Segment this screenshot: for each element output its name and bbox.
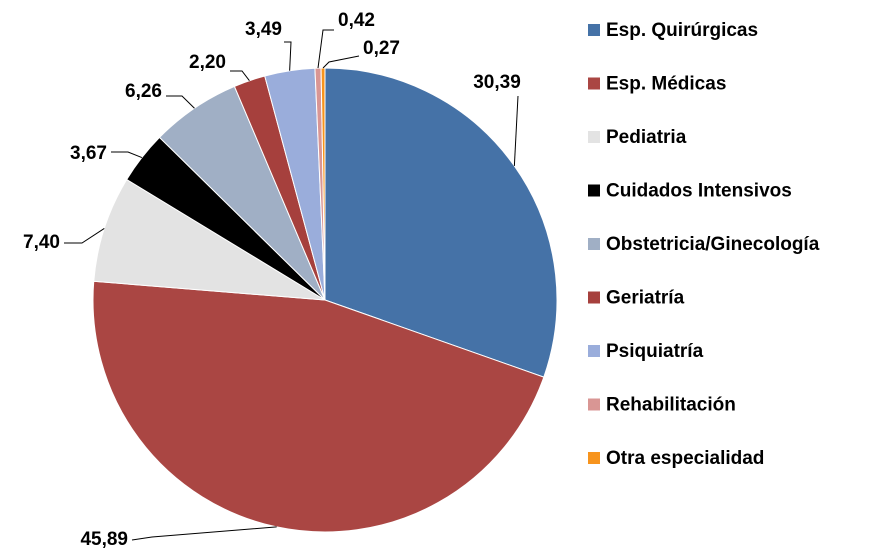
legend-swatch <box>588 24 600 36</box>
legend-label: Rehabilitación <box>606 395 736 416</box>
legend-swatch <box>588 238 600 250</box>
leader-line <box>111 151 143 158</box>
data-label: 0,42 <box>338 10 375 31</box>
data-label: 3,67 <box>70 143 107 164</box>
leader-line <box>230 70 250 81</box>
legend-swatch <box>588 131 600 143</box>
legend-label: Psiquiatría <box>606 341 704 362</box>
data-label: 6,26 <box>125 81 162 102</box>
pie-slice <box>92 280 545 533</box>
legend-swatch <box>588 345 600 357</box>
leader-line <box>317 29 334 69</box>
data-label: 2,20 <box>189 52 226 73</box>
legend-label: Cuidados Intensivos <box>606 181 792 202</box>
legend-swatch <box>588 77 600 90</box>
pie-slice <box>320 67 326 301</box>
legend-label: Esp. Médicas <box>606 74 726 95</box>
leader-line <box>322 55 360 69</box>
pie-slice <box>93 178 326 301</box>
legend-label: Esp. Quirúrgicas <box>606 20 758 41</box>
data-label: 45,89 <box>80 529 128 550</box>
data-label: 3,49 <box>245 19 282 40</box>
data-label: 7,40 <box>23 232 60 253</box>
legend-swatch <box>588 184 600 197</box>
leader-line <box>166 95 195 109</box>
data-label: 30,39 <box>473 72 521 93</box>
legend-label: Pediatria <box>606 127 687 148</box>
legend-swatch <box>588 398 600 411</box>
data-label: 0,27 <box>363 38 400 59</box>
leader-line <box>284 41 292 71</box>
pie-slice <box>324 67 558 378</box>
legend-label: Otra especialidad <box>606 448 764 469</box>
leader-line <box>513 95 519 166</box>
legend-label: Obstetricia/Ginecología <box>606 234 820 255</box>
legend-label: Geriatría <box>606 288 685 309</box>
leader-line <box>131 526 277 541</box>
legend-swatch <box>588 452 600 464</box>
leader-line <box>64 228 105 244</box>
legend-swatch <box>588 291 600 304</box>
